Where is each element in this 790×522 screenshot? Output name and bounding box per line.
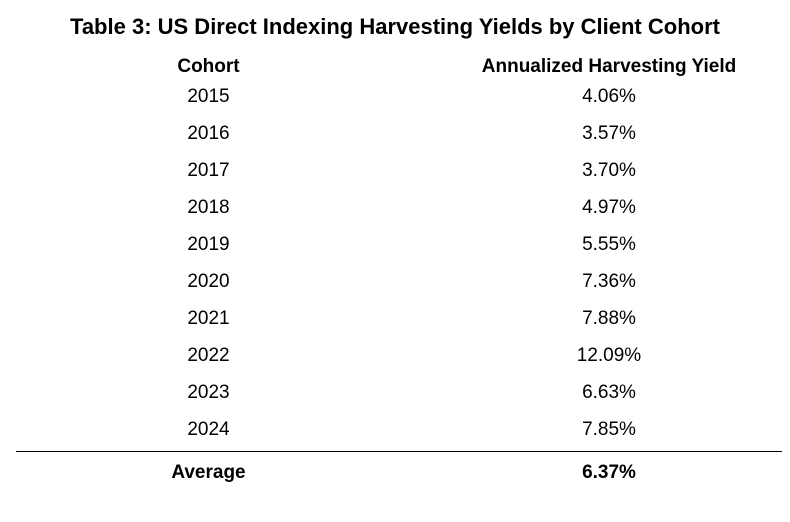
table-row: 2023 6.63% (16, 378, 782, 415)
yield-cell: 4.06% (582, 86, 636, 107)
table-row: 2024 7.85% (16, 415, 782, 452)
table-row: 2020 7.36% (16, 267, 782, 304)
cohort-cell: 2016 (187, 123, 230, 144)
column-header-cohort: Cohort (177, 56, 240, 77)
cohort-cell: 2022 (187, 345, 230, 366)
average-label: Average (171, 462, 246, 483)
yield-cell: 12.09% (576, 345, 642, 366)
cohort-cell: 2017 (187, 160, 230, 181)
cohort-cell: 2020 (187, 271, 230, 292)
average-yield: 6.37% (582, 462, 636, 483)
yield-cell: 3.70% (582, 160, 636, 181)
yield-cell: 4.97% (582, 197, 636, 218)
table-title: Table 3: US Direct Indexing Harvesting Y… (70, 14, 720, 39)
column-header-yield: Annualized Harvesting Yield (481, 56, 737, 77)
average-row: Average 6.37% (16, 458, 782, 488)
cohort-cell: 2019 (187, 234, 230, 255)
table-row: 2015 4.06% (16, 82, 782, 119)
average-divider (16, 451, 782, 452)
yield-cell: 7.85% (582, 419, 636, 440)
cohort-cell: 2018 (187, 197, 230, 218)
cohort-cell: 2021 (187, 308, 230, 329)
table-row: 2016 3.57% (16, 119, 782, 156)
table-row: 2022 12.09% (16, 341, 782, 378)
yield-cell: 7.88% (582, 308, 636, 329)
cohort-cell: 2023 (187, 382, 230, 403)
table-row: 2021 7.88% (16, 304, 782, 341)
yield-cell: 5.55% (582, 234, 636, 255)
harvesting-yields-table: Cohort Annualized Harvesting Yield 2015 … (16, 52, 782, 452)
table-header-row: Cohort Annualized Harvesting Yield (16, 52, 782, 82)
yield-cell: 7.36% (582, 271, 636, 292)
table-row: 2019 5.55% (16, 230, 782, 267)
table-row: 2018 4.97% (16, 193, 782, 230)
cohort-cell: 2015 (187, 86, 230, 107)
cohort-cell: 2024 (187, 419, 230, 440)
table-row: 2017 3.70% (16, 156, 782, 193)
yield-cell: 3.57% (582, 123, 636, 144)
yield-cell: 6.63% (582, 382, 636, 403)
